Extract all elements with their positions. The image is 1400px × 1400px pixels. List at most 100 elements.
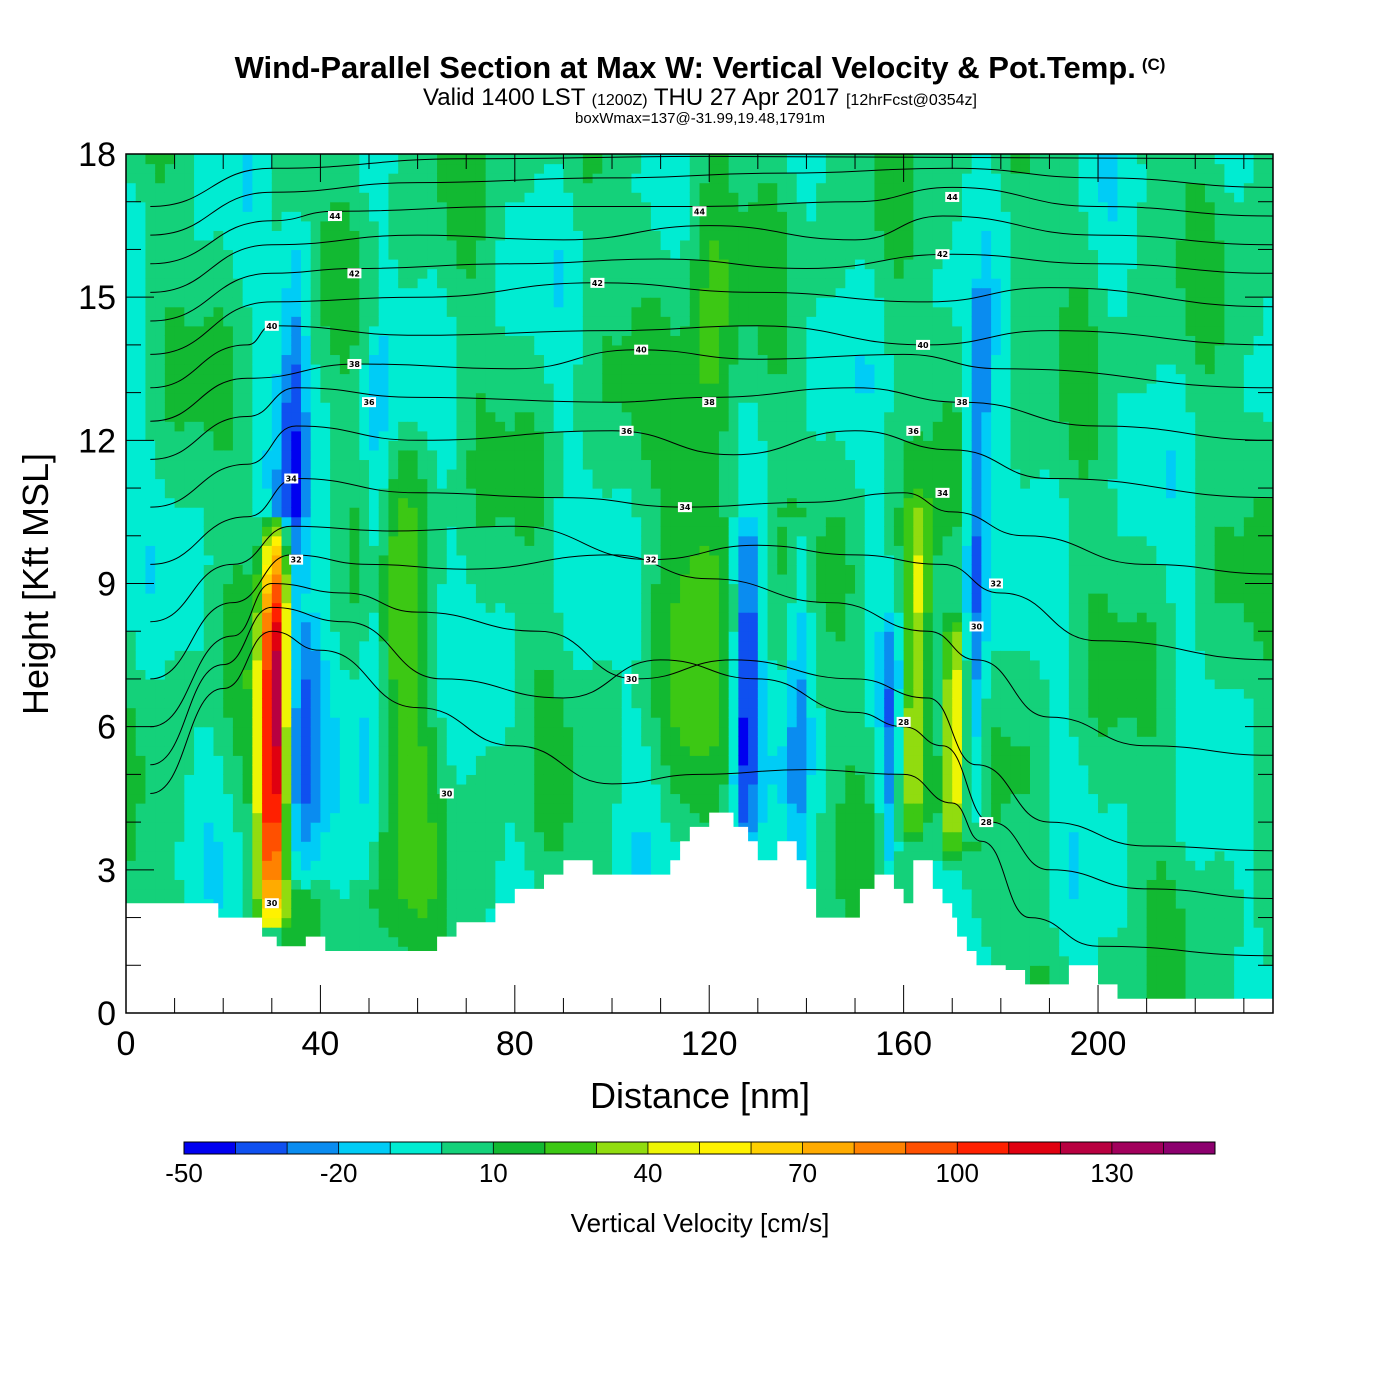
- field-cell: [378, 783, 390, 795]
- field-cell: [524, 488, 535, 499]
- field-cell: [291, 192, 302, 203]
- field-cell: [437, 545, 448, 556]
- field-cell: [320, 239, 331, 251]
- field-cell: [310, 239, 322, 251]
- field-cell: [602, 468, 613, 480]
- field-cell: [641, 583, 652, 594]
- field-cell: [291, 516, 302, 527]
- field-cell: [339, 516, 351, 527]
- field-cell: [612, 659, 623, 670]
- field-cell: [543, 411, 555, 422]
- field-cell: [505, 888, 516, 900]
- field-cell: [242, 402, 253, 413]
- field-cell: [388, 354, 399, 365]
- field-cell: [475, 812, 487, 823]
- field-cell: [641, 803, 652, 814]
- field-cell: [437, 908, 448, 919]
- field-cell: [641, 392, 652, 403]
- field-cell: [194, 822, 205, 833]
- field-cell: [563, 258, 574, 270]
- field-cell: [194, 163, 205, 174]
- field-cell: [135, 363, 147, 375]
- field-cell: [388, 507, 399, 518]
- field-cell: [524, 869, 535, 880]
- field-cell: [310, 440, 322, 451]
- field-cell: [155, 564, 166, 575]
- field-cell: [369, 535, 380, 546]
- field-cell: [369, 707, 380, 718]
- field-cell: [242, 154, 253, 165]
- field-cell: [194, 220, 205, 231]
- field-cell: [242, 545, 253, 556]
- field-cell: [300, 220, 312, 231]
- field-cell: [184, 182, 195, 193]
- field-cell: [135, 335, 147, 346]
- field-cell: [310, 297, 322, 308]
- field-cell: [349, 488, 360, 499]
- field-cell: [223, 392, 234, 403]
- field-cell: [349, 325, 360, 336]
- field-cell: [320, 421, 331, 432]
- field-cell: [466, 411, 477, 422]
- field-cell: [213, 516, 224, 527]
- field-cell: [155, 621, 166, 632]
- field-cell: [145, 335, 156, 346]
- field-cell: [310, 516, 322, 527]
- field-cell: [281, 707, 292, 718]
- field-cell: [417, 468, 428, 480]
- field-cell: [359, 745, 370, 756]
- field-cell: [330, 249, 341, 260]
- field-cell: [573, 593, 584, 604]
- field-cell: [184, 421, 195, 432]
- field-cell: [485, 631, 496, 642]
- field-cell: [427, 793, 438, 804]
- field-cell: [135, 593, 147, 604]
- field-cell: [252, 306, 263, 317]
- field-cell: [534, 669, 545, 680]
- field-cell: [232, 440, 244, 451]
- field-cell: [407, 678, 419, 690]
- field-cell: [495, 497, 506, 508]
- field-cell: [320, 392, 331, 403]
- field-cell: [232, 497, 244, 508]
- field-cell: [466, 268, 477, 279]
- field-cell: [631, 640, 642, 651]
- field-cell: [164, 726, 176, 737]
- field-cell: [524, 803, 535, 814]
- field-cell: [582, 831, 594, 842]
- field-cell: [271, 707, 283, 718]
- field-cell: [582, 220, 594, 231]
- field-cell: [184, 764, 195, 775]
- field-cell: [650, 793, 662, 804]
- field-cell: [359, 526, 370, 537]
- field-cell: [466, 249, 477, 260]
- field-cell: [262, 908, 273, 919]
- field-cell: [271, 258, 283, 270]
- field-cell: [427, 306, 438, 317]
- field-cell: [174, 249, 185, 260]
- field-cell: [485, 822, 496, 833]
- field-cell: [271, 402, 283, 413]
- field-cell: [359, 783, 370, 795]
- field-cell: [194, 211, 205, 222]
- field-cell: [407, 535, 419, 546]
- field-cell: [495, 803, 506, 814]
- field-cell: [563, 497, 574, 508]
- field-cell: [359, 383, 370, 394]
- field-cell: [641, 764, 652, 775]
- field-cell: [184, 383, 195, 394]
- field-cell: [592, 717, 603, 728]
- field-cell: [427, 354, 438, 365]
- field-cell: [485, 411, 496, 422]
- field-cell: [466, 449, 477, 461]
- field-cell: [427, 268, 438, 279]
- field-cell: [495, 812, 506, 823]
- field-cell: [437, 593, 448, 604]
- field-cell: [417, 173, 428, 184]
- field-cell: [573, 841, 584, 852]
- field-cell: [232, 402, 244, 413]
- field-cell: [369, 306, 380, 317]
- field-cell: [359, 850, 370, 861]
- field-cell: [145, 497, 156, 508]
- field-cell: [359, 163, 370, 174]
